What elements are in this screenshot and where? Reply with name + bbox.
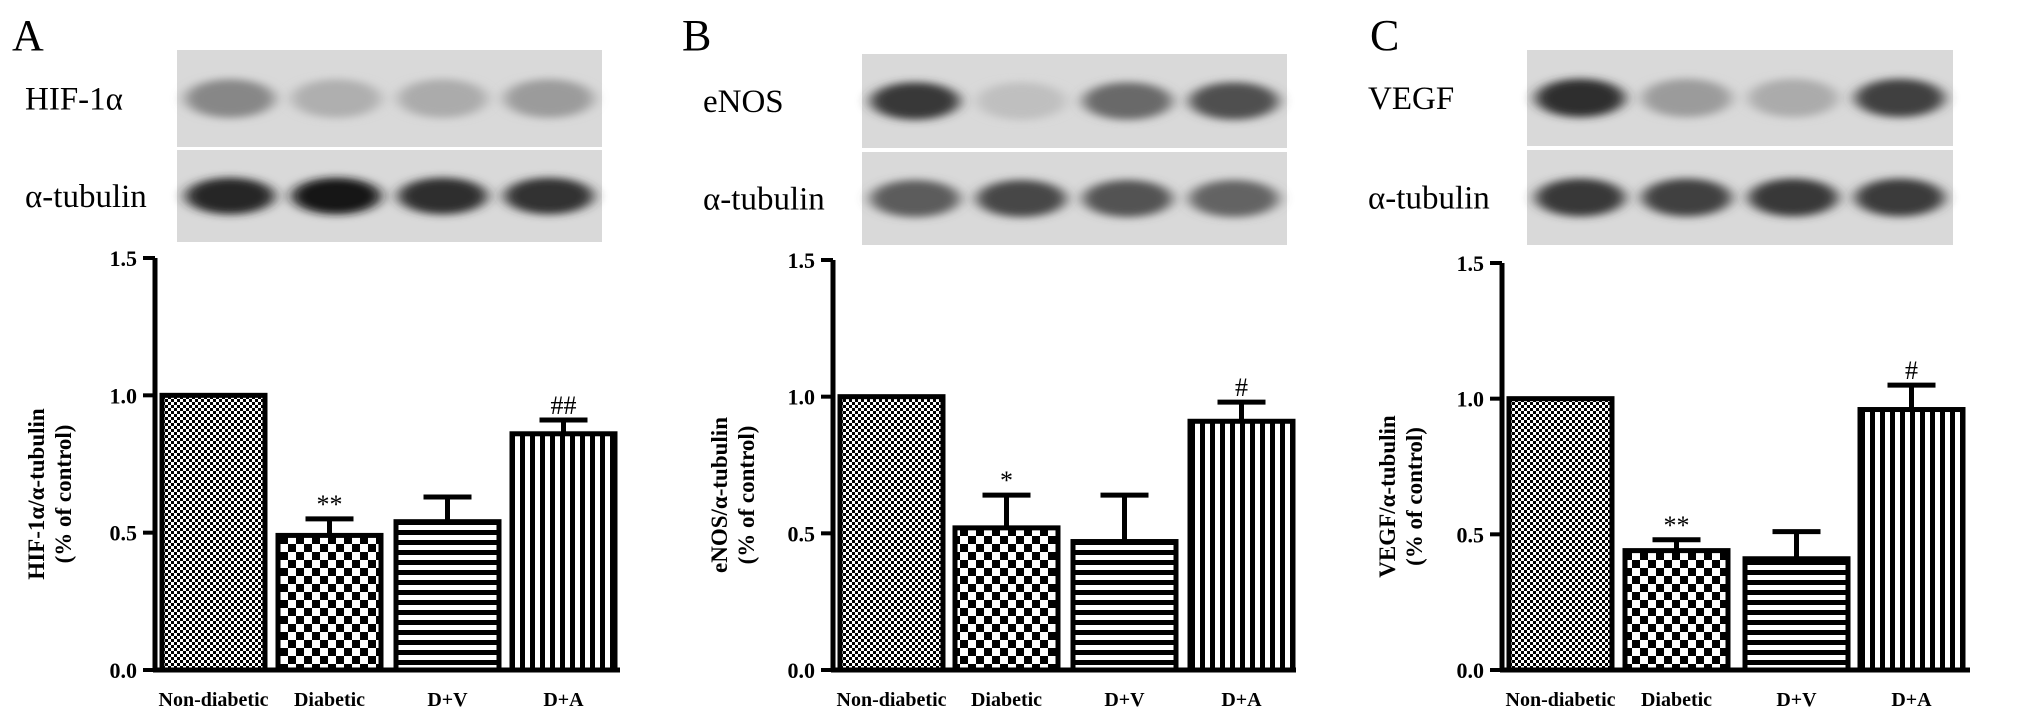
- blot-band-label: α-tubulin: [703, 182, 825, 218]
- bar-d-v: [1742, 556, 1851, 673]
- blot-band-lane-1: [185, 177, 275, 215]
- bar-d-v: [393, 519, 502, 673]
- y-axis-title: eNOS/α-tubulin(% of control): [707, 417, 759, 573]
- y-axis-title-line-2: (% of control): [1402, 427, 1427, 566]
- blot-band-lane-3: [398, 177, 488, 215]
- blot-band-lane-1: [1535, 78, 1625, 118]
- blot-band-lane-2: [976, 82, 1066, 120]
- y-tick-label: 1.5: [1457, 251, 1485, 276]
- blot-band-lane-2: [291, 79, 381, 118]
- y-axis-title-line-1: eNOS/α-tubulin: [707, 417, 732, 573]
- y-axis-title: VEGF/α-tubulin(% of control): [1375, 415, 1427, 578]
- blot-band-lane-1: [870, 179, 960, 218]
- y-tick-label: 0.0: [1457, 658, 1485, 683]
- significance-marker: **: [317, 490, 343, 519]
- blot-strip-target: [862, 54, 1287, 148]
- significance-marker: **: [1664, 511, 1690, 540]
- bar-non-diabetic: [159, 392, 268, 673]
- y-axis-title: HIF-1α/α-tubulin(% of control): [24, 408, 76, 580]
- panel-letter: A: [12, 11, 44, 60]
- bar-d-v: [1070, 539, 1179, 673]
- blot-band-lane-4: [504, 177, 594, 215]
- blot-strip-target: [1527, 50, 1953, 146]
- bar-diabetic: [952, 525, 1061, 673]
- bar-non-diabetic: [837, 394, 946, 673]
- x-tick-label: Non-diabetic: [837, 689, 947, 711]
- y-tick-label: 0.5: [1457, 522, 1485, 547]
- y-tick-label: 1.5: [110, 246, 138, 271]
- y-tick-label: 0.0: [110, 658, 138, 683]
- blot-band-lane-3: [1083, 179, 1173, 218]
- panel-c: C VEGF α-tubulin Non-diabetic ** Diabetic D+V #…: [1368, 11, 1970, 711]
- blot-band-label: VEGF: [1368, 81, 1454, 117]
- y-tick-label: 1.0: [788, 385, 816, 410]
- x-tick-label: Diabetic: [1641, 689, 1712, 711]
- blot-band-lane-4: [1189, 82, 1279, 120]
- blot-band-label: α-tubulin: [1368, 181, 1490, 217]
- y-tick-label: 0.5: [110, 521, 138, 546]
- blot-band-label: α-tubulin: [25, 179, 147, 215]
- x-tick-label: D+A: [543, 689, 584, 711]
- blot-band-lane-1: [185, 79, 275, 118]
- y-tick-label: 1.0: [110, 383, 138, 408]
- blot-band-lane-4: [504, 79, 594, 118]
- x-tick-label: D+V: [1104, 689, 1145, 711]
- x-tick-label: Diabetic: [971, 689, 1042, 711]
- blot-band-lane-4: [1189, 179, 1279, 218]
- blot-band-lane-3: [1748, 178, 1838, 217]
- blot-band-label: eNOS: [703, 84, 784, 120]
- blot-band-lane-2: [1642, 178, 1732, 217]
- x-tick-label: Non-diabetic: [1506, 689, 1616, 711]
- y-axis-title-line-2: (% of control): [51, 425, 76, 564]
- x-tick-label: Diabetic: [294, 689, 365, 711]
- x-tick-label: D+V: [427, 689, 468, 711]
- blot-band-lane-4: [1855, 178, 1945, 217]
- significance-marker: #: [1905, 356, 1918, 385]
- blot-strip-target: [177, 50, 602, 147]
- bar-d-a: [509, 431, 618, 673]
- blot-band-lane-4: [1855, 78, 1945, 118]
- y-axis-title-line-1: HIF-1α/α-tubulin: [24, 408, 49, 580]
- bar-d-a: [1187, 418, 1296, 673]
- y-tick-label: 0.0: [788, 658, 816, 683]
- blot-band-lane-1: [870, 82, 960, 120]
- blot-strip-loading-control: [1527, 150, 1953, 245]
- blot-band-lane-3: [398, 79, 488, 118]
- bar-d-a: [1857, 407, 1966, 673]
- bar-diabetic: [275, 532, 384, 673]
- blot-strip-loading-control: [177, 150, 602, 242]
- y-tick-label: 1.5: [788, 248, 816, 273]
- panel-letter: C: [1370, 11, 1399, 60]
- bar-non-diabetic: [1506, 396, 1615, 673]
- blot-strip-loading-control: [862, 152, 1287, 245]
- x-tick-label: Non-diabetic: [159, 689, 269, 711]
- blot-band-lane-2: [291, 177, 381, 215]
- blot-band-lane-2: [1642, 78, 1732, 118]
- blot-band-lane-2: [976, 179, 1066, 218]
- bar-chart: Non-diabetic ** Diabetic D+V ## D+A 0.0 0.5 1.0 1…: [24, 246, 620, 711]
- blot-band-lane-3: [1083, 82, 1173, 120]
- significance-marker: *: [1000, 466, 1013, 495]
- x-tick-label: D+V: [1776, 689, 1817, 711]
- panel-a: A HIF-1α α-tubulin Non-diabetic ** Diabetic D+…: [12, 11, 620, 711]
- y-tick-label: 1.0: [1457, 387, 1485, 412]
- y-tick-label: 0.5: [788, 521, 816, 546]
- x-tick-label: D+A: [1221, 689, 1262, 711]
- blot-band-label: HIF-1α: [25, 82, 123, 118]
- significance-marker: ##: [551, 391, 577, 420]
- panel-letter: B: [682, 11, 711, 60]
- y-axis-title-line-2: (% of control): [734, 426, 759, 565]
- x-tick-label: D+A: [1891, 689, 1932, 711]
- bar-diabetic: [1622, 548, 1731, 673]
- bar-chart: Non-diabetic * Diabetic D+V # D+A 0.0 0.5 1.0 1.5…: [707, 248, 1296, 711]
- bar-chart: Non-diabetic ** Diabetic D+V # D+A 0.0 0.5 1.0 1.…: [1375, 251, 1970, 711]
- y-axis-title-line-1: VEGF/α-tubulin: [1375, 415, 1400, 578]
- blot-band-lane-1: [1535, 178, 1625, 217]
- blot-band-lane-3: [1748, 78, 1838, 118]
- significance-marker: #: [1235, 373, 1248, 402]
